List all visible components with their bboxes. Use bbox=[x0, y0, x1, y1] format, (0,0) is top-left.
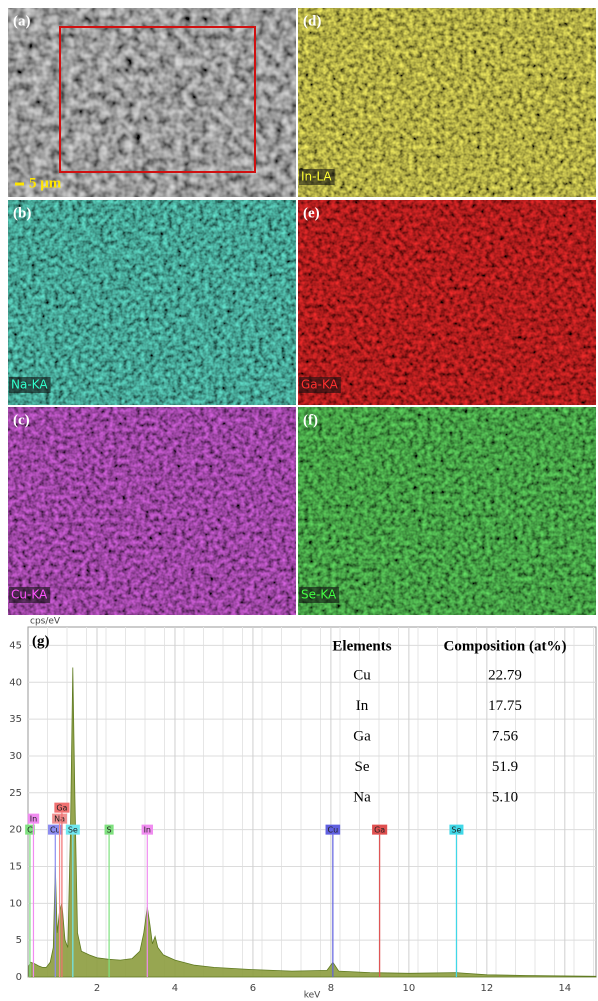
plot-frame bbox=[27, 626, 597, 978]
marker-label-bg bbox=[325, 824, 341, 835]
marker-label: C bbox=[27, 826, 33, 835]
marker-label-bg bbox=[47, 824, 63, 835]
marker-label: Ga bbox=[56, 804, 67, 813]
y-tick-label: 40 bbox=[9, 677, 22, 688]
x-tick-label: 4 bbox=[172, 983, 178, 994]
y-tick-label: 30 bbox=[9, 751, 22, 762]
marker-label: In bbox=[144, 826, 151, 835]
y-tick-label: 10 bbox=[9, 898, 22, 909]
marker-label: Cu bbox=[328, 826, 339, 835]
marker-label-bg bbox=[104, 824, 114, 835]
x-tick-label: 8 bbox=[328, 983, 334, 994]
selection-box bbox=[59, 26, 256, 173]
map-image bbox=[298, 8, 596, 197]
x-tick-label: 10 bbox=[403, 983, 416, 994]
panel-label: (c) bbox=[13, 412, 30, 428]
x-tick-label: 6 bbox=[250, 983, 256, 994]
y-tick-label: 15 bbox=[9, 861, 22, 872]
table-cell: 17.75 bbox=[488, 698, 522, 714]
marker-label: Ga bbox=[374, 826, 385, 835]
table-cell: 22.79 bbox=[488, 667, 522, 683]
element-label-bg bbox=[299, 587, 340, 603]
marker-label: In bbox=[30, 815, 37, 824]
panel-label: (b) bbox=[13, 205, 31, 221]
y-tick-label: 45 bbox=[9, 640, 22, 651]
panel-label: (g) bbox=[32, 633, 50, 649]
marker-label: S bbox=[107, 826, 112, 835]
map-image bbox=[298, 407, 596, 615]
element-label-bg bbox=[9, 587, 51, 603]
x-tick-label: 12 bbox=[480, 983, 493, 994]
map-image bbox=[8, 8, 296, 197]
element-label: Se-KA bbox=[301, 588, 337, 602]
marker-label-bg bbox=[54, 802, 70, 813]
y-tick-label: 20 bbox=[9, 825, 22, 836]
element-label: In-LA bbox=[301, 170, 332, 184]
table-cell: Ga bbox=[353, 728, 371, 744]
marker-label-bg bbox=[65, 824, 80, 835]
marker-label-bg bbox=[27, 813, 40, 824]
marker-label: Cu bbox=[50, 826, 61, 835]
panel-label: (f) bbox=[303, 412, 318, 428]
eds-maps: (a) 5 μm (b) Na-KA (c) Cu-KA (d) In-LA (e) Ga-KA (… bbox=[8, 8, 596, 615]
scale-bar-label: 5 μm bbox=[29, 175, 62, 191]
x-tick-label: 2 bbox=[94, 983, 100, 994]
table-cell: 5.10 bbox=[492, 789, 518, 805]
table-header: Elements bbox=[332, 638, 391, 654]
marker-label-bg bbox=[141, 824, 154, 835]
y-tick-label: 5 bbox=[16, 935, 22, 946]
table-cell: Cu bbox=[353, 667, 371, 683]
panel-label: (a) bbox=[13, 13, 31, 29]
y-axis-label: cps/eV bbox=[30, 617, 61, 627]
table-header: Composition (at%) bbox=[444, 638, 567, 654]
x-tick-label: 14 bbox=[558, 983, 571, 994]
marker-label: Se bbox=[451, 826, 461, 835]
map-image bbox=[8, 407, 296, 615]
y-tick-label: 35 bbox=[9, 714, 22, 725]
panel-label: (e) bbox=[303, 205, 320, 221]
x-axis-label: keV bbox=[304, 991, 321, 1001]
marker-label: Na bbox=[54, 815, 65, 824]
map-image bbox=[8, 200, 296, 405]
marker-label-bg bbox=[25, 824, 35, 835]
panel-label: (d) bbox=[303, 13, 321, 29]
element-label: Na-KA bbox=[11, 378, 48, 392]
y-tick-label: 0 bbox=[16, 972, 22, 983]
table-cell: In bbox=[356, 698, 369, 714]
element-label: Ga-KA bbox=[301, 378, 339, 392]
marker-label-bg bbox=[52, 813, 68, 824]
element-label: Cu-KA bbox=[11, 588, 48, 602]
marker-label-bg bbox=[372, 824, 388, 835]
table-cell: 51.9 bbox=[492, 759, 518, 775]
element-label-bg bbox=[299, 377, 341, 393]
spectrum: 0 5 10 15 20 25 30 35 40 45 2 4 6 8 10 12 14 cps/eV keV (g)… bbox=[9, 617, 597, 1001]
table-cell: 7.56 bbox=[492, 728, 519, 744]
element-label-bg bbox=[299, 169, 335, 185]
y-tick-label: 25 bbox=[9, 788, 22, 799]
marker-label: Se bbox=[68, 826, 78, 835]
map-image bbox=[298, 200, 596, 405]
element-label-bg bbox=[9, 377, 51, 393]
marker-label-bg bbox=[449, 824, 464, 835]
table-cell: Na bbox=[353, 789, 371, 805]
table-cell: Se bbox=[355, 759, 370, 775]
